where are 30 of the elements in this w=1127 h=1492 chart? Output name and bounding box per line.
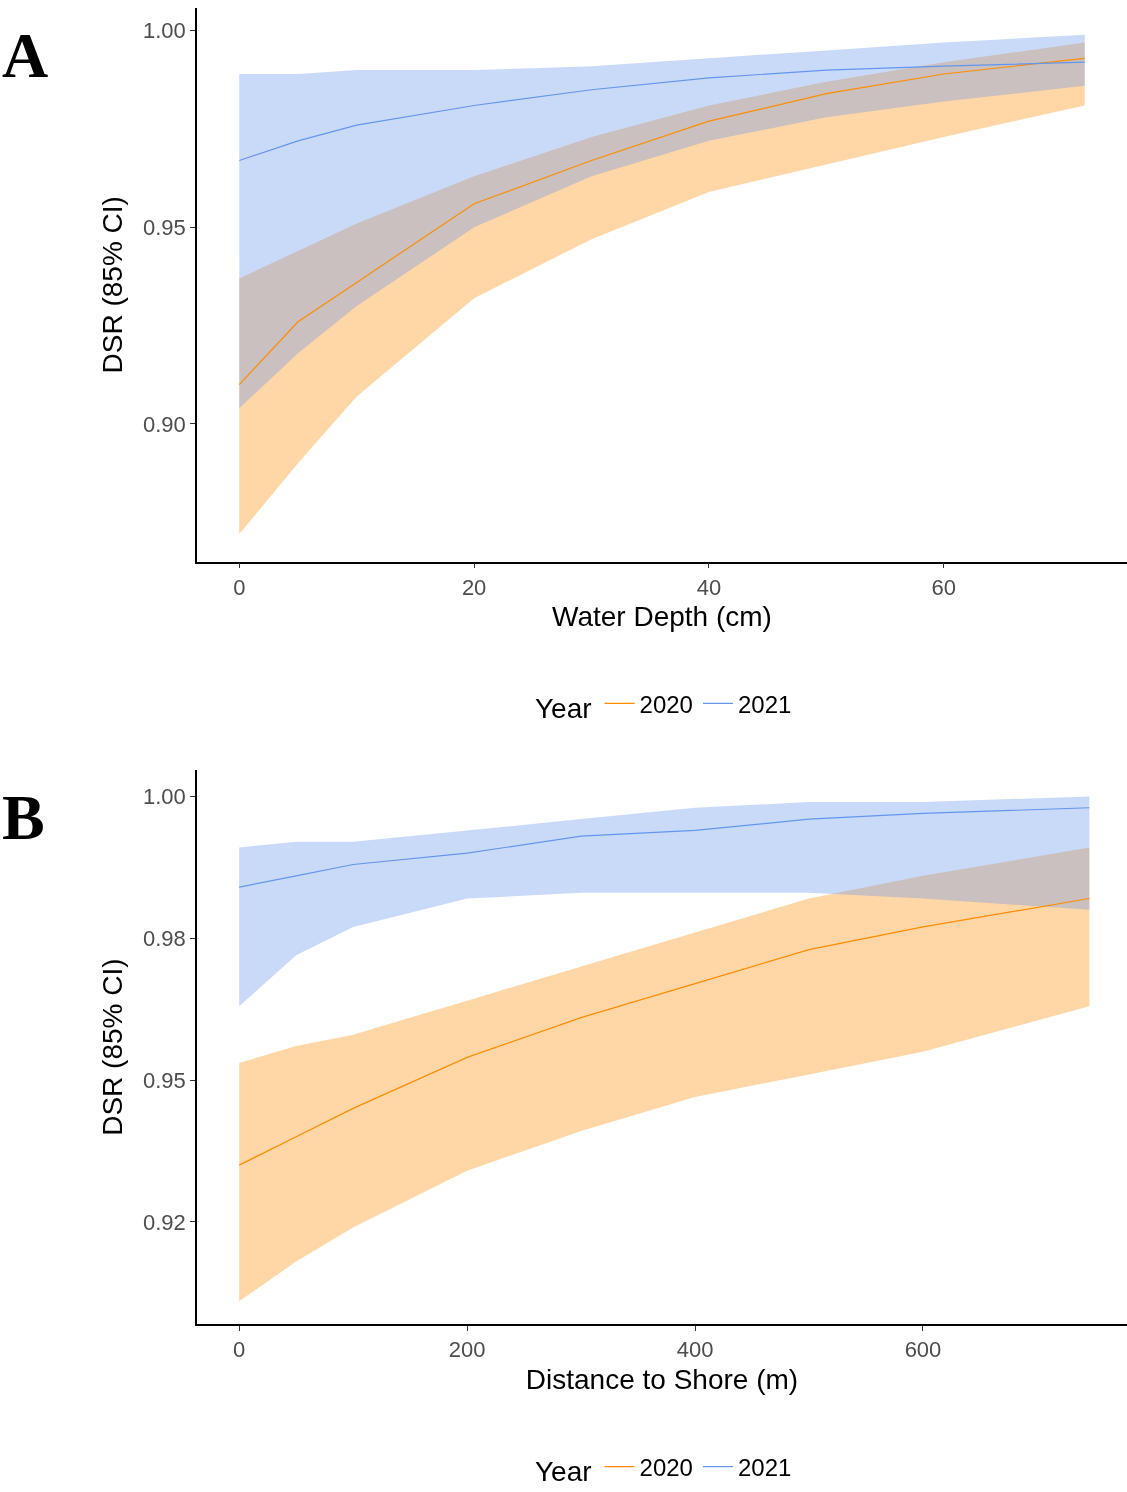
text: B [2,782,45,853]
legend-label: 2020 [639,1454,693,1482]
line-series [238,897,1090,1166]
line-series [238,61,1086,162]
x-tick-label: 20 [461,574,487,600]
y-tick-label: 0.95 [143,215,186,241]
x-tick-label: 200 [448,1337,486,1363]
x-tick-label: 0 [233,574,246,600]
y-axis-title: DSR (85% CI) [97,958,129,1136]
y-axis-title: DSR (85% CI) [97,196,129,374]
text: A [2,20,49,91]
y-tick-label: 1.00 [143,18,186,44]
legend-title: Year [535,1455,592,1487]
legend-label: 2021 [737,690,792,718]
x-tick-label: 40 [696,574,722,600]
legend-title: Year [535,692,592,724]
y-tick-label: 0.90 [143,411,186,437]
line-series [238,807,1090,888]
legend-label: 2020 [639,690,693,718]
x-tick-label: 60 [931,574,957,600]
x-axis-title: Water Depth (cm) [552,601,772,633]
legend-label: 2021 [737,1454,792,1482]
y-tick-label: 0.95 [143,1067,186,1093]
x-tick-label: 0 [233,1337,246,1363]
x-axis-title: Distance to Shore (m) [525,1363,799,1395]
y-tick-label: 0.98 [143,925,186,951]
x-tick-label: 400 [676,1337,714,1363]
y-tick-label: 0.92 [143,1209,186,1235]
x-tick-label: 600 [904,1337,942,1363]
y-tick-label: 1.00 [143,784,186,810]
